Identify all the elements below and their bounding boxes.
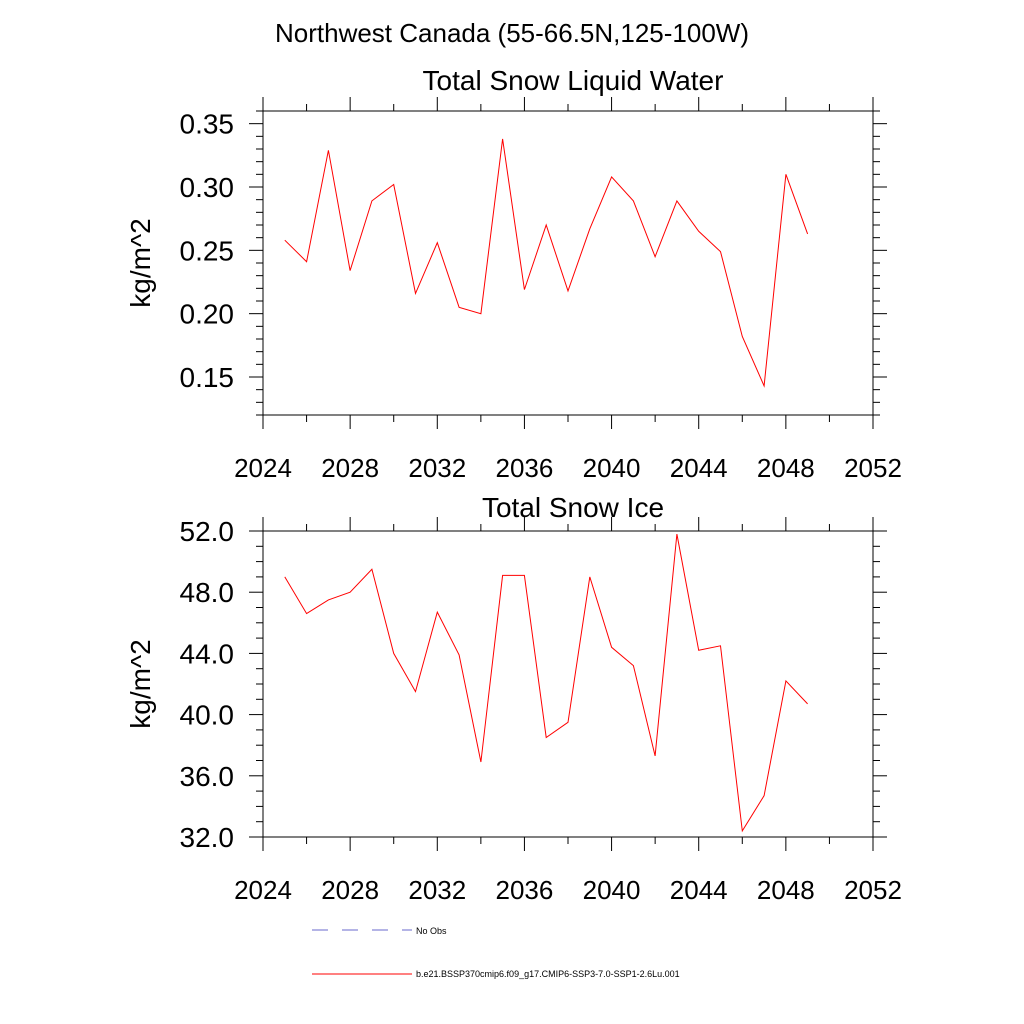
x-tick-label: 2028 [321,453,379,483]
region-title: Northwest Canada (55-66.5N,125-100W) [275,18,749,48]
plot-frame [262,110,874,416]
legend-label-no-obs: No Obs [416,926,447,936]
y-tick-label: 44.0 [180,638,235,669]
x-tick-label: 2028 [321,875,379,905]
plot-frame [262,530,874,838]
x-tick-label: 2048 [757,875,815,905]
legend-label-model: b.e21.BSSP370cmip6.f09_g17.CMIP6-SSP3-7.… [416,969,680,979]
y-tick-label: 52.0 [180,516,235,547]
chart-title: Total Snow Liquid Water [423,65,724,96]
x-tick-label: 2044 [670,875,728,905]
x-tick-label: 2040 [583,453,641,483]
y-tick-label: 40.0 [180,700,235,731]
x-tick-label: 2044 [670,453,728,483]
x-tick-label: 2024 [234,453,292,483]
x-tick-label: 2052 [844,875,902,905]
legend: No Obs b.e21.BSSP370cmip6.f09_g17.CMIP6-S… [312,926,680,979]
x-tick-label: 2040 [583,875,641,905]
x-tick-label: 2052 [844,453,902,483]
panel-snow-ice: Total Snow Ice 2024 2028 2032 2036 2040 2044 20… [125,492,902,905]
y-axis-label: kg/m^2 [125,639,156,728]
series-line [284,138,809,388]
x-tick-label: 2032 [408,875,466,905]
x-tick-label: 2032 [408,453,466,483]
y-tick-label: 48.0 [180,577,235,608]
y-tick-label: 0.25 [180,235,235,266]
x-tick-label: 2036 [496,453,554,483]
x-tick-label: 2036 [496,875,554,905]
chart-title: Total Snow Ice [482,492,664,523]
y-tick-label: 32.0 [180,822,235,853]
y-tick-label: 0.15 [180,362,235,393]
y-tick-label: 0.20 [180,299,235,330]
panel-snow-liquid-water: Total Snow Liquid Water 2024 2028 2032 2036 2… [125,65,902,483]
x-tick-label: 2048 [757,453,815,483]
y-tick-label: 0.35 [180,109,235,140]
y-tick-label: 36.0 [180,761,235,792]
series-line [284,534,808,833]
y-tick-label: 0.30 [180,172,235,203]
x-tick-label: 2024 [234,875,292,905]
y-axis-label: kg/m^2 [125,218,156,307]
